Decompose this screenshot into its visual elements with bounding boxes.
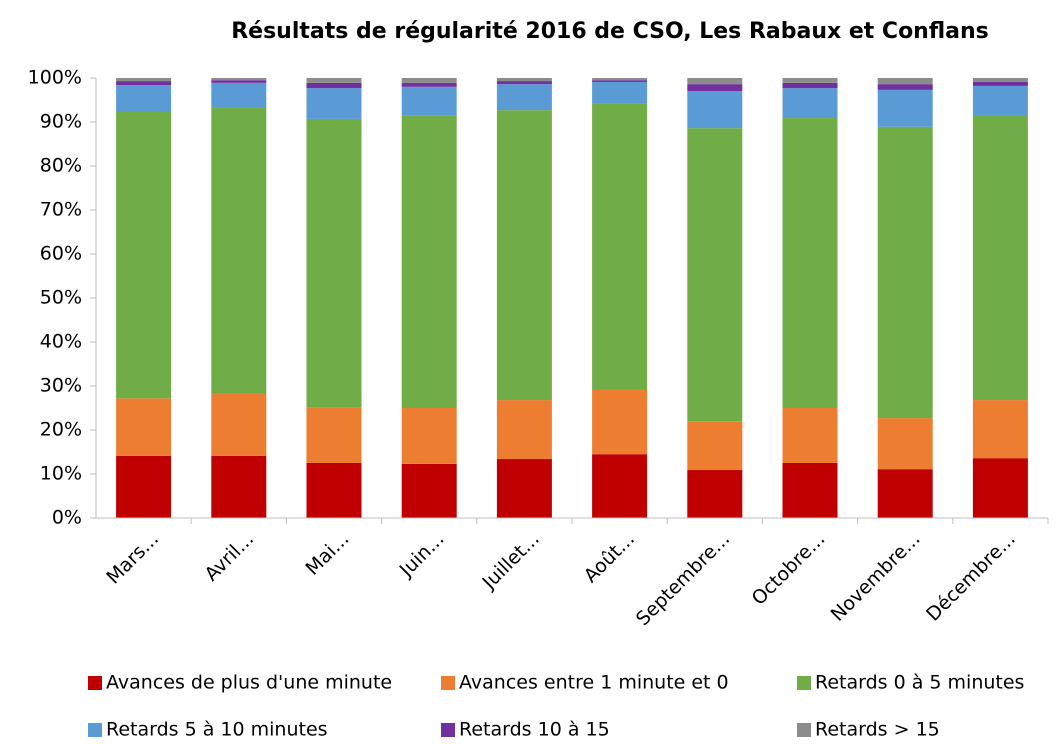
bar-segment — [401, 82, 457, 87]
x-tick-label: Décembre... — [922, 528, 1020, 626]
bar-segment — [592, 389, 648, 455]
bar-segment — [877, 78, 933, 85]
bar-segment — [306, 463, 362, 518]
bar-segment — [592, 81, 648, 104]
bar-segment — [401, 408, 457, 464]
bar-segment — [496, 110, 552, 401]
legend-label: Retards 10 à 15 — [459, 719, 610, 741]
bar-segment — [211, 80, 267, 83]
x-tick-label: Juillet... — [478, 528, 544, 594]
bar-segment — [116, 398, 172, 456]
bar-segment — [592, 454, 648, 518]
bar-segment — [211, 78, 267, 81]
bar-segment — [877, 126, 933, 419]
legend-swatch — [797, 676, 811, 690]
bar-segment — [782, 118, 838, 408]
bar-segment — [306, 88, 362, 119]
bar-segment — [877, 84, 933, 90]
bar-segment — [877, 469, 933, 518]
legend-label: Retards > 15 — [815, 719, 940, 741]
bar-segment — [877, 89, 933, 127]
bar-segment — [592, 80, 648, 82]
bar-segment — [306, 407, 362, 463]
bar-segment — [782, 408, 838, 463]
bar-segment — [782, 463, 838, 518]
y-tick-label: 0% — [52, 507, 82, 529]
bar-segment — [592, 103, 648, 390]
x-tick-label: Octobre... — [748, 528, 830, 610]
bar-segment — [782, 88, 838, 119]
legend-label: Avances de plus d'une minute — [106, 672, 392, 694]
x-tick-label: Août... — [580, 528, 639, 587]
y-tick-label: 50% — [40, 287, 82, 309]
x-tick-label: Mai... — [301, 528, 353, 580]
y-tick-label: 100% — [28, 67, 82, 89]
bar-segment — [401, 115, 457, 408]
x-tick-label: Novembre... — [827, 528, 925, 626]
x-tick-label: Juin... — [395, 528, 449, 582]
y-tick-label: 20% — [40, 419, 82, 441]
bar-segment — [211, 107, 267, 394]
bar-segment — [687, 91, 743, 129]
bar-segment — [972, 78, 1028, 82]
y-tick-label: 60% — [40, 243, 82, 265]
bar-segment — [211, 455, 267, 518]
y-tick-label: 10% — [40, 463, 82, 485]
y-tick-label: 30% — [40, 375, 82, 397]
y-tick-label: 70% — [40, 199, 82, 221]
legend-swatch — [88, 676, 102, 690]
bar-segment — [782, 82, 838, 89]
bar-segment — [401, 78, 457, 83]
bar-segment — [972, 400, 1028, 459]
bar-segment — [687, 84, 743, 92]
bar-segment — [211, 393, 267, 456]
legend-swatch — [441, 676, 455, 690]
bar-segment — [496, 459, 552, 518]
legend-label: Retards 5 à 10 minutes — [106, 719, 328, 741]
legend-swatch — [797, 723, 811, 737]
bar-segment — [782, 78, 838, 83]
bar-segment — [306, 82, 362, 89]
legend-label: Avances entre 1 minute et 0 — [459, 672, 729, 694]
bar-segment — [116, 81, 172, 86]
bar-segment — [687, 470, 743, 518]
x-tick-label: Septembre... — [632, 528, 734, 630]
bar-segment — [687, 421, 743, 471]
bar-segment — [972, 81, 1028, 86]
bar-segment — [116, 455, 172, 518]
bar-segment — [211, 82, 267, 108]
bar-segment — [496, 84, 552, 111]
x-tick-label: Mars... — [102, 528, 163, 589]
x-tick-label: Avril... — [201, 528, 259, 586]
bar-segment — [116, 78, 172, 82]
bar-segment — [496, 78, 552, 82]
bar-segment — [687, 128, 743, 422]
bar-segment — [401, 463, 457, 518]
bar-segment — [306, 118, 362, 408]
bar-segment — [687, 78, 743, 85]
y-tick-label: 40% — [40, 331, 82, 353]
bar-segment — [306, 78, 362, 83]
chart-title: Résultats de régularité 2016 de CSO, Les… — [231, 19, 989, 44]
legend-swatch — [88, 723, 102, 737]
bar-segment — [496, 81, 552, 85]
bar-segment — [972, 458, 1028, 518]
bar-segment — [496, 400, 552, 460]
bar-segment — [592, 78, 648, 81]
y-tick-label: 90% — [40, 111, 82, 133]
bar-segment — [972, 85, 1028, 115]
bar-segment — [116, 85, 172, 111]
legend-swatch — [441, 723, 455, 737]
bar-segment — [116, 111, 172, 399]
y-tick-label: 80% — [40, 155, 82, 177]
bar-segment — [401, 86, 457, 116]
legend-label: Retards 0 à 5 minutes — [815, 672, 1024, 694]
bar-segment — [877, 418, 933, 470]
bar-segment — [972, 114, 1028, 401]
